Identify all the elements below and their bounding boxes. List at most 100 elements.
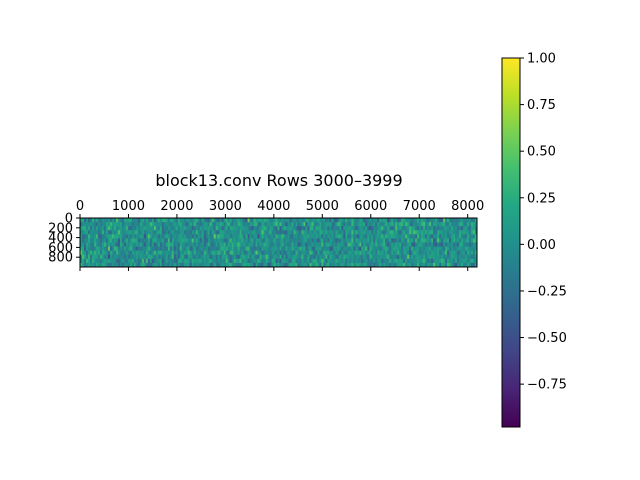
heatmap-cell	[109, 250, 113, 256]
heatmap-cell	[455, 230, 458, 235]
heatmap-cell	[105, 226, 109, 231]
heatmap-cell	[121, 258, 125, 264]
heatmap-cell	[115, 250, 119, 256]
heatmap-cell	[357, 230, 360, 235]
heatmap-cell	[141, 222, 145, 227]
heatmap-cell	[243, 218, 246, 223]
heatmap-cell	[405, 226, 408, 231]
heatmap-cell	[199, 238, 203, 243]
heatmap-cell	[471, 246, 474, 252]
heatmap-cell	[247, 238, 250, 243]
heatmap-cell	[213, 218, 217, 223]
heatmap-cell	[415, 238, 418, 243]
heatmap-cell	[241, 218, 244, 223]
heatmap-cell	[245, 258, 248, 264]
heatmap-cell	[149, 258, 153, 264]
heatmap-cell	[195, 238, 199, 243]
heatmap-cell	[301, 230, 304, 235]
heatmap-cell	[315, 258, 318, 264]
heatmap-cell	[353, 230, 356, 235]
heatmap-cell	[105, 238, 109, 243]
heatmap-cell	[465, 242, 468, 247]
heatmap-cell	[175, 250, 179, 256]
heatmap-cell	[279, 230, 282, 235]
heatmap-cell	[367, 238, 370, 243]
heatmap-cell	[281, 234, 284, 239]
heatmap-cell	[411, 246, 414, 252]
heatmap-cell	[175, 242, 179, 247]
heatmap-cell	[351, 226, 354, 231]
heatmap-cell	[139, 262, 143, 267]
heatmap-cell	[201, 238, 205, 243]
heatmap-cell	[97, 262, 101, 267]
heatmap-cell	[215, 258, 219, 264]
heatmap-cell	[95, 258, 99, 264]
heatmap-cell	[345, 234, 348, 239]
heatmap-cell	[99, 262, 103, 267]
heatmap-cell	[297, 238, 300, 243]
chart-title: block13.conv Rows 3000–3999	[155, 171, 402, 190]
heatmap-cell	[181, 234, 185, 239]
heatmap-cell	[83, 242, 87, 247]
heatmap-cell	[379, 250, 382, 256]
heatmap-cell	[161, 246, 165, 252]
heatmap-cell	[309, 234, 312, 239]
heatmap-cell	[413, 250, 416, 256]
heatmap-cell	[319, 226, 322, 231]
heatmap-cell	[217, 250, 221, 256]
heatmap-cell	[87, 242, 91, 247]
heatmap-cell	[127, 238, 131, 243]
heatmap-cell	[441, 258, 444, 264]
heatmap-cell	[325, 238, 328, 243]
heatmap-cell	[135, 222, 139, 227]
heatmap-cell	[473, 238, 476, 243]
heatmap-cell	[301, 222, 304, 227]
heatmap-cell	[155, 218, 159, 223]
heatmap-cell	[245, 226, 248, 231]
heatmap-cell	[215, 222, 219, 227]
heatmap-cell	[471, 222, 474, 227]
heatmap-cell	[385, 218, 388, 223]
heatmap-cell	[247, 242, 250, 247]
heatmap-cell	[85, 242, 89, 247]
heatmap-cell	[211, 254, 215, 260]
heatmap-cell	[141, 218, 145, 223]
heatmap-cell	[83, 234, 87, 239]
heatmap-cell	[297, 234, 300, 239]
heatmap-cell	[119, 250, 123, 256]
heatmap-cell	[393, 226, 396, 231]
heatmap-cell	[103, 238, 107, 243]
heatmap-cell	[231, 242, 235, 247]
heatmap-cell	[435, 226, 438, 231]
heatmap-cell	[155, 258, 159, 264]
heatmap-cell	[177, 246, 181, 252]
heatmap-cell	[283, 262, 286, 267]
heatmap-cell	[387, 254, 390, 260]
heatmap-cell	[391, 226, 394, 231]
heatmap-cell	[279, 234, 282, 239]
heatmap-cell	[363, 258, 366, 264]
heatmap-cell	[377, 246, 380, 252]
heatmap-cell	[267, 234, 270, 239]
heatmap-cell	[411, 218, 414, 223]
heatmap-cell	[463, 234, 466, 239]
heatmap-cell	[157, 238, 161, 243]
heatmap-cell	[343, 234, 346, 239]
heatmap-cell	[439, 222, 442, 227]
heatmap-cell	[415, 226, 418, 231]
heatmap-cell	[309, 222, 312, 227]
heatmap-cell	[357, 226, 360, 231]
heatmap-cell	[363, 238, 366, 243]
heatmap-cell	[255, 258, 258, 264]
heatmap-cell	[173, 238, 177, 243]
heatmap-cell	[327, 222, 330, 227]
heatmap-cell	[281, 262, 284, 267]
heatmap-cell	[271, 250, 274, 256]
heatmap-cell	[321, 230, 324, 235]
heatmap-cell	[119, 258, 123, 264]
heatmap-cell	[233, 234, 236, 239]
heatmap-cell	[399, 222, 402, 227]
heatmap-cell	[147, 222, 151, 227]
heatmap-cell	[323, 262, 326, 267]
heatmap-cell	[169, 238, 173, 243]
